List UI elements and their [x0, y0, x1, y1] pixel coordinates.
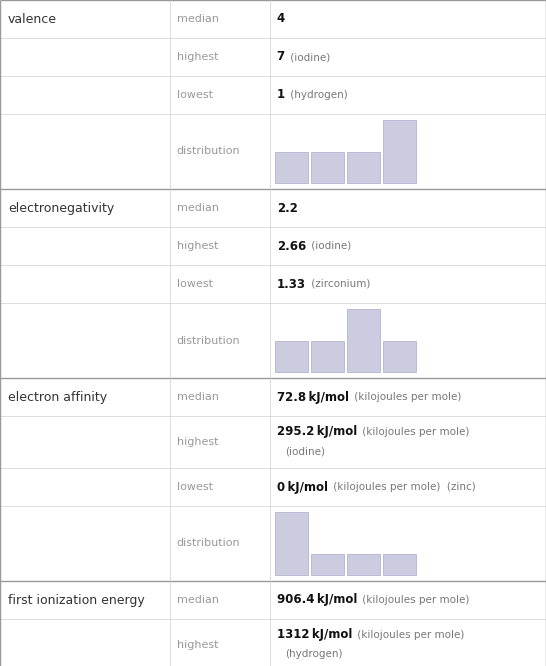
Text: 2.2: 2.2	[277, 202, 298, 214]
Bar	[383, 120, 416, 183]
Text: 1312 kJ/mol: 1312 kJ/mol	[277, 628, 352, 641]
Text: median: median	[177, 14, 219, 24]
Text: 906.4 kJ/mol: 906.4 kJ/mol	[277, 593, 357, 607]
Bar	[383, 340, 416, 372]
Text: highest: highest	[177, 437, 218, 447]
Bar	[347, 554, 380, 575]
Text: 7: 7	[277, 51, 285, 63]
Text: (kilojoules per mole): (kilojoules per mole)	[354, 629, 465, 639]
Bar	[275, 340, 308, 372]
Text: 72.8 kJ/mol: 72.8 kJ/mol	[277, 390, 349, 404]
Text: electron affinity: electron affinity	[8, 391, 107, 404]
Text: distribution: distribution	[177, 336, 240, 346]
Text: (hydrogen): (hydrogen)	[284, 649, 342, 659]
Text: lowest: lowest	[177, 482, 213, 492]
Text: first ionization energy: first ionization energy	[8, 594, 145, 607]
Text: 4: 4	[277, 13, 285, 25]
Text: distribution: distribution	[177, 539, 240, 549]
Text: 1.33: 1.33	[277, 278, 306, 290]
Text: highest: highest	[177, 640, 218, 650]
Text: 2.66: 2.66	[277, 240, 306, 252]
Bar	[275, 512, 308, 575]
Bar	[311, 151, 344, 183]
Text: (iodine): (iodine)	[287, 52, 330, 62]
Text: highest: highest	[177, 52, 218, 62]
Text: (kilojoules per mole): (kilojoules per mole)	[351, 392, 461, 402]
Text: (kilojoules per mole): (kilojoules per mole)	[359, 427, 470, 437]
Text: distribution: distribution	[177, 147, 240, 157]
Text: electronegativity: electronegativity	[8, 202, 114, 215]
Bar	[383, 554, 416, 575]
Bar	[347, 309, 380, 372]
Text: median: median	[177, 595, 219, 605]
Text: 1: 1	[277, 89, 285, 101]
Text: 0 kJ/mol: 0 kJ/mol	[277, 480, 328, 494]
Text: (kilojoules per mole): (kilojoules per mole)	[359, 595, 470, 605]
Text: (iodine): (iodine)	[308, 241, 351, 251]
Text: 295.2 kJ/mol: 295.2 kJ/mol	[277, 425, 357, 438]
Text: valence: valence	[8, 13, 57, 26]
Text: median: median	[177, 392, 219, 402]
Text: median: median	[177, 203, 219, 213]
Bar	[311, 340, 344, 372]
Text: lowest: lowest	[177, 90, 213, 100]
Text: lowest: lowest	[177, 279, 213, 289]
Text: (hydrogen): (hydrogen)	[287, 90, 348, 100]
Text: (zirconium): (zirconium)	[308, 279, 370, 289]
Bar	[275, 151, 308, 183]
Text: (iodine): (iodine)	[284, 446, 325, 456]
Text: (kilojoules per mole)  (zinc): (kilojoules per mole) (zinc)	[330, 482, 476, 492]
Text: highest: highest	[177, 241, 218, 251]
Bar	[311, 554, 344, 575]
Bar	[347, 151, 380, 183]
